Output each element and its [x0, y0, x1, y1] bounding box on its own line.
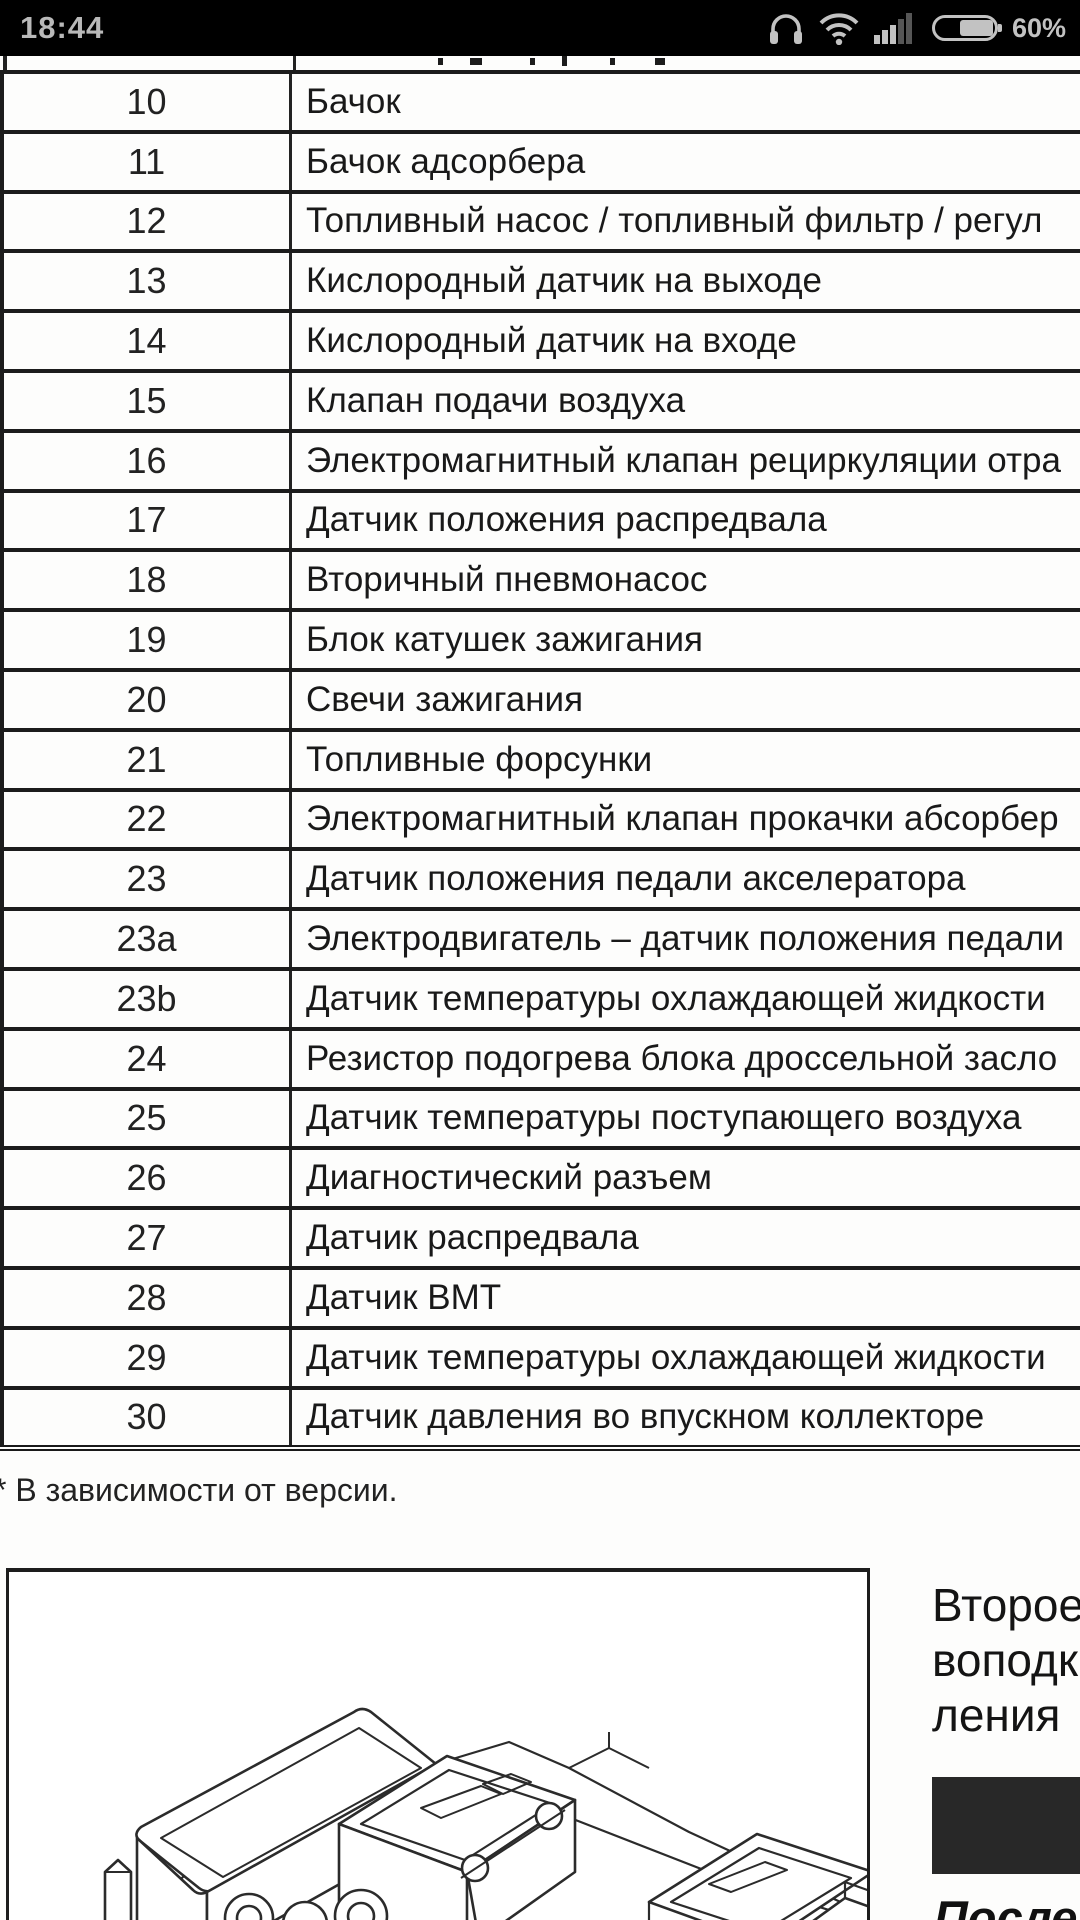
row-description: Датчик распредвала	[306, 1218, 639, 1258]
row-description: Топливные форсунки	[306, 739, 653, 779]
row-number: 21	[0, 731, 292, 788]
table-row: 12 Топливный насос / топливный фильтр / …	[0, 189, 1080, 250]
row-description: Вторичный пневмонасос	[306, 560, 708, 600]
row-description: Датчик ВМТ	[306, 1277, 502, 1317]
row-number: 10	[0, 74, 292, 130]
row-description: Датчик давления во впускном коллекторе	[306, 1397, 985, 1437]
row-description: Электродвигатель – датчик положения педа…	[306, 919, 1065, 959]
table-row: 24 Резистор подогрева блока дроссельной …	[0, 1026, 1080, 1087]
row-description: Топливный насос / топливный фильтр / рег…	[306, 201, 1043, 241]
row-description: Датчик положения распредвала	[306, 500, 827, 540]
signal-bars-icon	[873, 11, 918, 45]
side-text-line: ления	[932, 1689, 1061, 1741]
clipped-row-fragment	[0, 56, 1080, 70]
table-row: 25 Датчик температуры поступающего возду…	[0, 1086, 1080, 1147]
table-row: 22 Электромагнитный клапан прокачки абсо…	[0, 787, 1080, 848]
footnote: * В зависимости от версии.	[0, 1472, 398, 1508]
table-row: 28 Датчик ВМТ	[0, 1265, 1080, 1326]
row-number: 23b	[0, 970, 292, 1027]
row-number: 28	[0, 1269, 292, 1326]
row-description: Бачок адсорбера	[306, 141, 586, 181]
row-description: Свечи зажигания	[306, 679, 584, 719]
table-row: 13 Кислородный датчик на выходе	[0, 249, 1080, 310]
table-row: 14 Кислородный датчик на входе	[0, 309, 1080, 369]
row-number: 17	[0, 492, 292, 549]
row-number: 26	[0, 1150, 292, 1207]
row-description: Электромагнитный клапан прокачки абсорбе…	[306, 799, 1059, 839]
row-description: Бачок	[306, 81, 401, 121]
row-number: 12	[0, 193, 292, 250]
table-row: 23 Датчик положения педали акселератора	[0, 847, 1080, 908]
table-row: 10 Бачок	[0, 70, 1080, 130]
row-number: 20	[0, 671, 292, 728]
table-row: 26 Диагностический разъем	[0, 1146, 1080, 1207]
row-description: Кислородный датчик на выходе	[306, 261, 822, 301]
table-row: 15 Клапан подачи воздуха	[0, 368, 1080, 429]
table-row: 16 Электромагнитный клапан рециркуляции …	[0, 428, 1080, 489]
row-number: 27	[0, 1210, 292, 1266]
table-row: 20 Свечи зажигания	[0, 667, 1080, 728]
row-description: Клапан подачи воздуха	[306, 380, 686, 420]
row-description: Диагностический разъем	[306, 1158, 712, 1198]
side-text-line: Второе	[932, 1579, 1080, 1631]
fuse-box-isometric-drawing	[103, 1707, 867, 1920]
table-row: 23b Датчик температуры охлаждающей жидко…	[0, 966, 1080, 1027]
component-legend-table: 10 Бачок 11 Бачок адсорбера 12 Топливный…	[0, 70, 1080, 1452]
table-row: 17 Датчик положения распредвала	[0, 488, 1080, 549]
row-number: 23a	[0, 911, 292, 967]
row-number: 29	[0, 1329, 292, 1386]
table-row: 29 Датчик температуры охлаждающей жидкос…	[0, 1325, 1080, 1386]
row-number: 24	[0, 1030, 292, 1087]
battery-icon	[931, 15, 1002, 41]
figure-side-text: Второе воподк ления	[932, 1578, 1080, 1743]
row-number: 14	[0, 313, 292, 369]
row-number: 15	[0, 372, 292, 429]
headphones-icon	[768, 11, 804, 45]
row-number: 25	[0, 1090, 292, 1147]
dark-image-thumbnail	[932, 1777, 1080, 1874]
fuse-box-figure	[6, 1568, 870, 1920]
row-description: Датчик температуры поступающего воздуха	[306, 1098, 1022, 1138]
table-row: 23a Электродвигатель – датчик положения …	[0, 907, 1080, 967]
table-row: 19 Блок катушек зажигания	[0, 608, 1080, 668]
wifi-icon	[818, 11, 860, 45]
row-number: 16	[0, 432, 292, 489]
row-number: 30	[0, 1389, 292, 1446]
row-number: 11	[0, 133, 292, 190]
row-description: Электромагнитный клапан рециркуляции отр…	[306, 440, 1061, 480]
clock: 18:44	[20, 10, 105, 45]
row-number: 19	[0, 612, 292, 668]
row-number: 13	[0, 253, 292, 310]
status-icons: 60%	[768, 11, 1066, 45]
row-description: Кислородный датчик на входе	[306, 321, 797, 361]
table-row: 30 Датчик давления во впускном коллектор…	[0, 1385, 1080, 1446]
battery-percent: 60%	[1011, 12, 1066, 43]
row-description: Датчик положения педали акселератора	[306, 859, 966, 899]
row-number: 18	[0, 552, 292, 609]
table-row: 18 Вторичный пневмонасос	[0, 548, 1080, 609]
figure-bottom-caption: После	[934, 1891, 1078, 1920]
table-row: 21 Топливные форсунки	[0, 727, 1080, 788]
status-bar: 18:44	[0, 0, 1080, 56]
row-number: 23	[0, 851, 292, 908]
row-description: Датчик температуры охлаждающей жидкости	[306, 1337, 1046, 1377]
row-description: Блок катушек зажигания	[306, 620, 703, 660]
table-row: 11 Бачок адсорбера	[0, 129, 1080, 190]
row-description: Датчик температуры охлаждающей жидкости	[306, 978, 1046, 1018]
table-row: 27 Датчик распредвала	[0, 1206, 1080, 1266]
row-number: 22	[0, 791, 292, 848]
row-description: Резистор подогрева блока дроссельной зас…	[306, 1038, 1058, 1078]
side-text-line: воподк	[932, 1634, 1078, 1686]
